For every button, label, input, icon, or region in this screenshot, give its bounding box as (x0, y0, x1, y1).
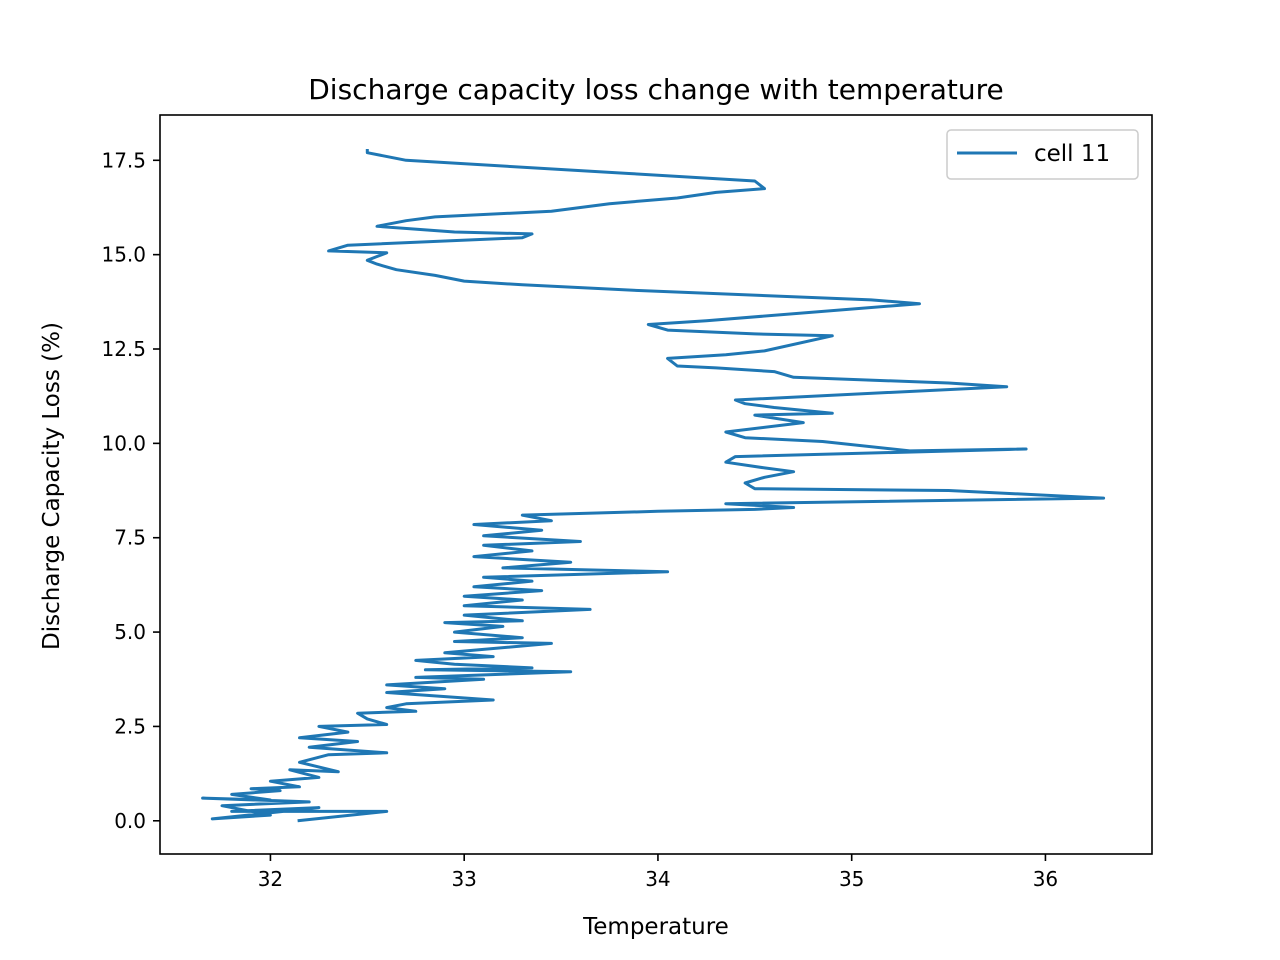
series-line-0 (201, 149, 1106, 823)
y-tick-label: 10.0 (101, 431, 146, 455)
x-tick-label: 36 (1033, 867, 1058, 891)
y-tick-label: 0.0 (114, 809, 146, 833)
legend-label: cell 11 (1034, 141, 1110, 167)
plot-area (201, 149, 1106, 823)
legend: cell 11 (946, 129, 1139, 180)
x-tick-label: 33 (451, 867, 476, 891)
y-tick-label: 15.0 (101, 243, 146, 267)
x-axis-label: Temperature (582, 914, 729, 940)
y-tick-label: 5.0 (114, 620, 146, 644)
y-axis-label: Discharge Capacity Loss (%) (39, 322, 65, 650)
y-tick-label: 12.5 (101, 337, 146, 361)
x-tick-label: 34 (645, 867, 670, 891)
y-tick-label: 17.5 (101, 148, 146, 172)
legend-box (946, 129, 1139, 180)
chart-title: Discharge capacity loss change with temp… (308, 73, 1004, 106)
y-tick-label: 2.5 (114, 714, 146, 738)
axes: 32 33 34 35 36 0.0 2.5 5.0 7.5 10.0 12.5 15.0 17.5 (101, 114, 1153, 891)
x-tick-label: 35 (839, 867, 864, 891)
x-tick-label: 32 (258, 867, 283, 891)
plot-frame (159, 114, 1153, 855)
y-tick-label: 7.5 (114, 526, 146, 550)
